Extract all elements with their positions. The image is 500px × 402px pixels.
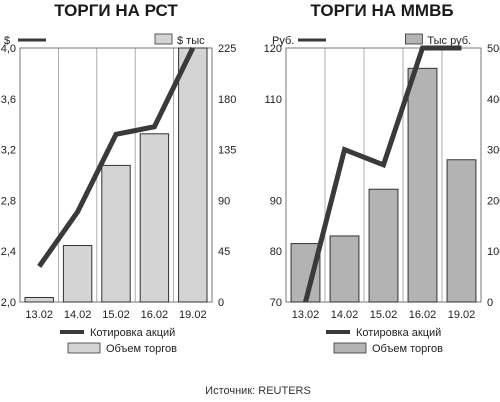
y-left-tick-label: 3,2 — [1, 145, 16, 157]
y-left-tick-label: 110 — [264, 94, 282, 106]
y-left-tick-label: 90 — [270, 195, 282, 207]
y-right-tick-label: 135 — [218, 145, 236, 157]
legend-label-bar: Объем торгов — [372, 343, 443, 355]
y-right-tick-label: 225 — [218, 43, 236, 55]
y-left-tick-label: 80 — [270, 246, 282, 258]
x-tick-label: 16.02 — [409, 309, 437, 321]
bar-15.02 — [368, 188, 399, 303]
y-left-tick-label: 120 — [264, 43, 282, 55]
legend: Котировка акций Объем торгов — [326, 327, 443, 355]
x-tick-label: 14.02 — [64, 309, 92, 321]
y-right-tick-label: 500 — [487, 43, 500, 55]
right-axis-unit: Тыс руб. — [427, 35, 471, 47]
bar-14.02 — [62, 245, 93, 303]
x-tick-label: 19.02 — [179, 309, 207, 321]
x-tick-label: 16.02 — [141, 309, 169, 321]
bar-19.02 — [446, 159, 477, 303]
y-right-tick-label: 300 — [487, 145, 500, 157]
y-right-tick-label: 0 — [218, 297, 224, 309]
y-right-tick-label: 0 — [487, 297, 493, 309]
left-axis-unit: Руб. — [272, 35, 294, 47]
bar-15.02 — [101, 164, 131, 303]
grid — [324, 48, 443, 302]
y-right-tick-label: 90 — [218, 195, 230, 207]
y-left-tick-label: 3,6 — [1, 94, 16, 106]
y-right-tick-label: 400 — [487, 94, 500, 106]
x-tick-label: 14.02 — [331, 309, 359, 321]
y-left-tick-label: 70 — [270, 297, 282, 309]
x-tick-label: 13.02 — [292, 309, 320, 321]
right-unit-bar-swatch — [404, 33, 423, 45]
chart-title: ТОРГИ НА ММВБ — [310, 1, 453, 20]
bar-19.02 — [178, 47, 208, 303]
y-left-tick-label: 2,8 — [1, 195, 16, 207]
y-right-tick-label: 180 — [218, 94, 236, 106]
legend-bar-swatch — [67, 342, 101, 354]
x-tick-label: 15.02 — [102, 309, 130, 321]
bar-16.02 — [407, 67, 438, 303]
legend: Котировка акций Объем торгов — [60, 327, 177, 355]
source-caption: Источник: REUTERS — [205, 385, 311, 397]
chart-1: ТОРГИ НА РСТ 13.02 14.02 15.02 16.02 19.02 2,0… — [1, 1, 237, 355]
y-left-tick-label: 2,0 — [1, 297, 16, 309]
legend-label-bar: Объем торгов — [106, 343, 177, 355]
right-unit-bar-swatch — [154, 33, 173, 45]
x-tick-label: 19.02 — [448, 309, 476, 321]
y-right-tick-label: 45 — [218, 246, 230, 258]
legend-label-line: Котировка акций — [90, 327, 175, 339]
bar-14.02 — [329, 235, 360, 303]
x-tick-label: 13.02 — [25, 309, 53, 321]
chart-2: ТОРГИ НА ММВБ 13.02 14.02 15.02 16.02 19.02 70… — [264, 1, 500, 355]
right-axis-unit: $ тыс — [177, 35, 205, 47]
x-tick-label: 15.02 — [370, 309, 398, 321]
y-right-tick-label: 100 — [487, 246, 500, 258]
left-axis-unit: $ — [4, 35, 10, 47]
chart-title: ТОРГИ НА РСТ — [54, 1, 178, 20]
bar-13.02 — [24, 296, 54, 303]
bar-16.02 — [139, 133, 170, 303]
legend-label-line: Котировка акций — [356, 327, 441, 339]
y-left-tick-label: 4,0 — [1, 43, 16, 55]
legend-bar-swatch — [333, 342, 367, 354]
y-right-tick-label: 200 — [487, 195, 500, 207]
y-left-tick-label: 2,4 — [1, 246, 16, 258]
